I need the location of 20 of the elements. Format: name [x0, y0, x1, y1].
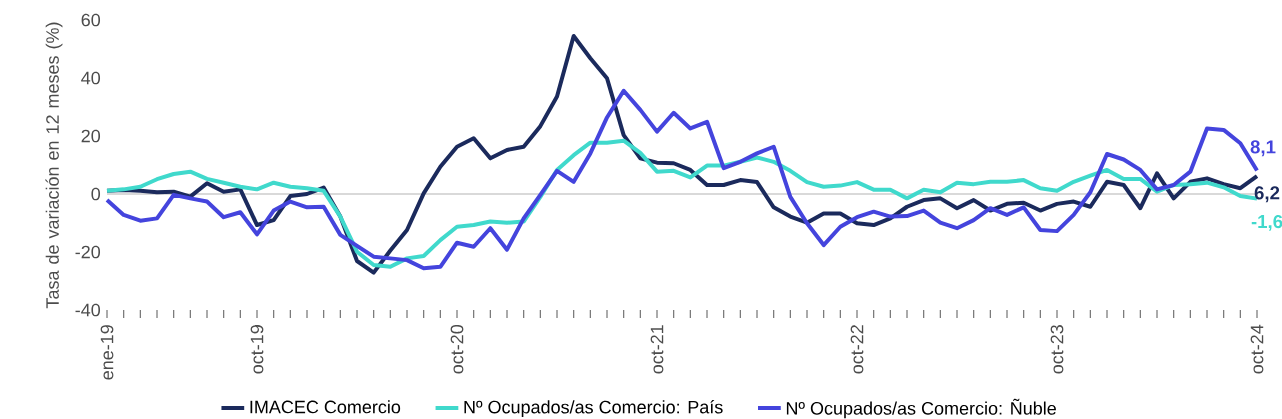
data-label: 8,1 — [1250, 140, 1276, 157]
x-tick-label: oct-24 — [1250, 324, 1264, 374]
y-tick-label: -20 — [75, 245, 101, 259]
y-axis-title: Tasa de variación en 12 meses (%) — [45, 22, 63, 309]
x-tick-label: oct-19 — [250, 325, 264, 374]
legend-label: Nº Ocupados/as Comercio: Ñuble — [786, 398, 1056, 419]
x-tick-label: oct-21 — [650, 325, 664, 374]
y-tick-label: 60 — [81, 13, 101, 27]
y-tick-label: 0 — [91, 187, 101, 201]
legend-label: IMACEC Comercio — [250, 400, 401, 414]
y-tick-label: -40 — [75, 303, 101, 317]
data-label: 6,2 — [1254, 186, 1280, 203]
data-label: -1,6 — [1251, 214, 1282, 231]
legend-label: Nº Ocupados/as Comercio: País — [464, 400, 723, 418]
y-tick-label: 20 — [81, 129, 101, 143]
x-tick-label: oct-23 — [1050, 325, 1064, 374]
y-tick-label: 40 — [81, 71, 101, 85]
x-tick-label: ene-19 — [100, 325, 114, 380]
x-tick-label: oct-22 — [850, 325, 864, 374]
x-tick-label: oct-20 — [450, 324, 464, 374]
